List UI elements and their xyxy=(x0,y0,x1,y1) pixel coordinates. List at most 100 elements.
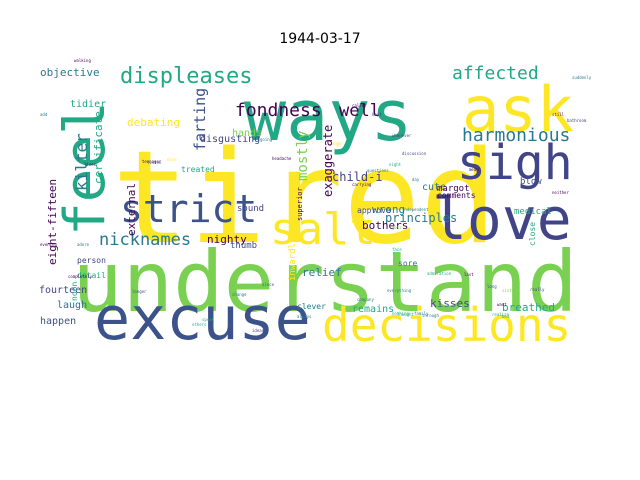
cloud-word: feel xyxy=(53,101,118,236)
cloud-word: discussion xyxy=(402,151,427,156)
cloud-word: noon xyxy=(70,282,79,301)
cloud-word: well xyxy=(339,101,380,121)
cloud-word: child-i xyxy=(332,170,383,184)
cloud-word: clever xyxy=(297,302,326,311)
cloud-word: cute xyxy=(422,182,446,193)
cloud-word: hands xyxy=(232,128,262,139)
cloud-word: certificate xyxy=(92,111,105,184)
cloud-word: going xyxy=(260,137,273,142)
cloud-word: principles xyxy=(385,211,457,225)
cloud-word: ask xyxy=(462,73,574,146)
cloud-word: tired xyxy=(112,124,497,273)
cloud-word: relief xyxy=(302,266,342,279)
cloud-word: carrying xyxy=(352,182,372,187)
cloud-word: headache xyxy=(272,156,292,161)
cloud-word: kisses xyxy=(430,297,470,310)
cloud-word: adore xyxy=(77,242,90,247)
cloud-word: bathroom xyxy=(567,118,587,123)
cloud-word: objective xyxy=(40,66,100,79)
cloud-word: tidier xyxy=(70,99,106,110)
cloud-word: caller xyxy=(352,103,367,108)
cloud-word: nighty xyxy=(207,233,247,246)
cloud-word: blow xyxy=(520,177,542,187)
cloud-word: exaggerate xyxy=(321,125,335,197)
cloud-word: listen xyxy=(147,160,162,165)
cloud-word: bothers xyxy=(362,219,408,232)
cloud-word: close xyxy=(528,222,537,246)
cloud-word: mean xyxy=(469,167,479,172)
cloud-word: approve xyxy=(357,206,391,215)
cloud-word: kept xyxy=(372,112,382,117)
cloud-word: breathed xyxy=(502,301,555,314)
cloud-word: teenager xyxy=(142,159,162,164)
cloud-word: realize xyxy=(492,312,509,317)
cloud-word: disgusting xyxy=(200,134,260,145)
cloud-word: company xyxy=(357,297,374,302)
cloud-word: salt xyxy=(270,204,376,255)
cloud-word: evening xyxy=(40,242,57,247)
cloud-word: long xyxy=(487,284,497,289)
cloud-word: decisions xyxy=(322,298,571,348)
cloud-word: affected xyxy=(452,63,539,84)
cloud-word: harmonious xyxy=(462,125,570,146)
cloud-word: face xyxy=(392,247,402,252)
cloud-word: thought xyxy=(397,312,414,317)
cloud-word: ideas xyxy=(252,328,265,333)
cloud-word: independent xyxy=(402,207,429,212)
cloud-word: kilter xyxy=(72,133,91,191)
cloud-word: others xyxy=(192,322,207,327)
cloud-word: remains xyxy=(352,304,394,315)
cloud-word: huge xyxy=(332,141,342,146)
cloud-word: lines xyxy=(84,162,97,167)
cloud-word: excuse xyxy=(94,284,311,348)
cloud-word: completely xyxy=(68,274,93,279)
cloud-word: else xyxy=(167,157,177,162)
cloud-word: speak xyxy=(202,317,215,322)
cloud-word: family xyxy=(414,311,429,316)
cloud-word: farting xyxy=(191,88,209,151)
cloud-word: day xyxy=(412,177,420,182)
cloud-word: mostly xyxy=(295,130,311,181)
cloud-word: longer xyxy=(132,289,147,294)
cloud-word: fondness xyxy=(235,100,322,121)
cloud-word: medical xyxy=(514,207,552,217)
cloud-word: inwardly xyxy=(288,237,298,281)
chart-title: 1944-03-17 xyxy=(279,31,361,47)
cloud-word: add xyxy=(40,112,48,117)
cloud-word: strict xyxy=(120,187,257,231)
cloud-word: bed xyxy=(502,314,510,319)
cloud-word: last xyxy=(464,272,474,277)
cloud-word: comments xyxy=(437,191,476,200)
cloud-word: debating xyxy=(127,116,180,129)
cloud-word: sore xyxy=(398,259,417,268)
cloud-word: fourteen xyxy=(39,285,87,296)
cloud-word: happen xyxy=(40,316,76,327)
cloud-word: understand xyxy=(72,233,578,331)
cloud-word: nothing xyxy=(392,311,409,316)
cloud-word: wrong xyxy=(372,203,405,216)
cloud-word: gets xyxy=(392,225,402,230)
cloud-word: laugh xyxy=(57,300,87,311)
cloud-word: sound xyxy=(237,204,264,214)
cloud-word: displeases xyxy=(120,64,252,89)
cloud-word: want xyxy=(497,302,507,307)
cloud-word: ways xyxy=(244,75,413,157)
cloud-word: sister xyxy=(502,288,517,293)
cloud-word: neither xyxy=(552,190,569,195)
cloud-word: detail xyxy=(77,271,106,280)
cloud-word: nicknames xyxy=(99,230,191,250)
cloud-word: eight-fifteen xyxy=(46,179,59,265)
cloud-word: love xyxy=(432,185,572,253)
cloud-word: opinions xyxy=(437,304,457,309)
cloud-word: always xyxy=(297,314,312,319)
cloud-word: questions xyxy=(367,168,389,173)
cloud-word: night xyxy=(389,162,402,167)
cloud-word: person xyxy=(77,256,106,265)
cloud-word: superior xyxy=(296,187,304,221)
cloud-word: everything xyxy=(387,288,412,293)
cloud-word: thumb xyxy=(230,241,257,251)
cloud-word: through xyxy=(422,313,439,318)
cloud-word: walking xyxy=(74,58,91,63)
cloud-word: margot xyxy=(437,184,470,194)
